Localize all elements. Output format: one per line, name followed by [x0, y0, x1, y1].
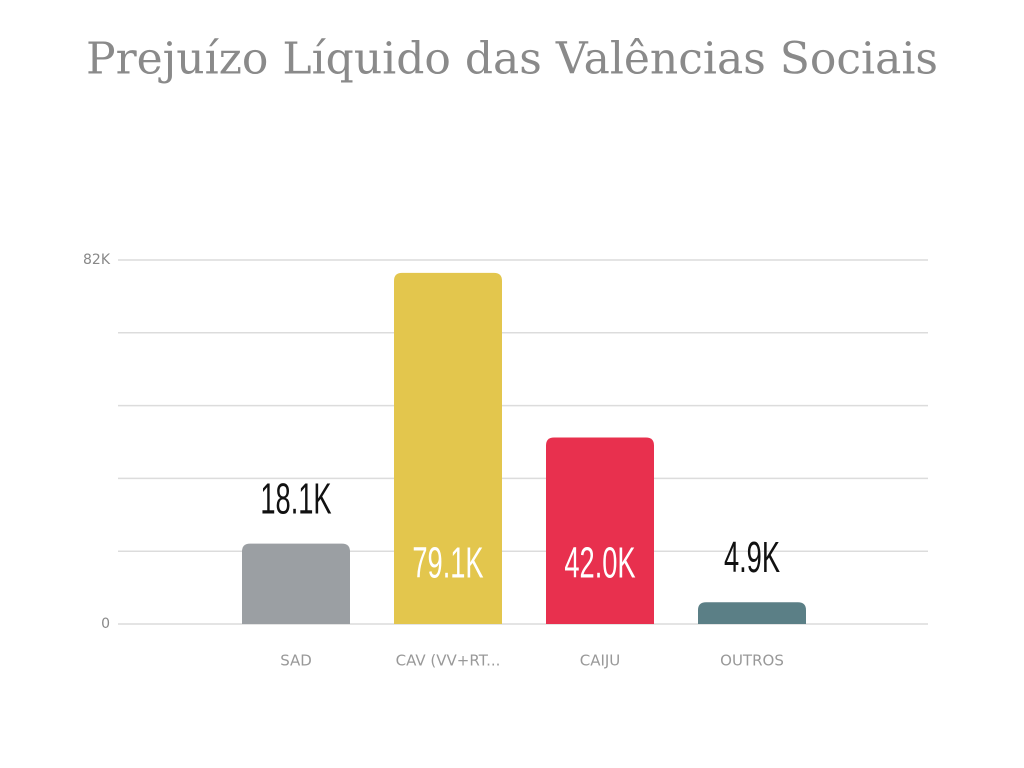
x-tick-label: SAD — [280, 652, 312, 670]
value-label: 42.0K — [564, 538, 635, 587]
bar — [242, 543, 350, 624]
bar — [394, 272, 502, 624]
x-tick-label: CAIJU — [580, 652, 621, 670]
bar — [546, 437, 654, 624]
x-tick-label: CAV (VV+RT... — [396, 652, 501, 670]
value-label: 4.9K — [724, 532, 780, 581]
y-tick-label: 82K — [83, 252, 111, 268]
x-tick-label: OUTROS — [720, 652, 784, 670]
bar — [698, 602, 806, 624]
value-label: 18.1K — [260, 474, 331, 523]
value-label: 79.1K — [412, 538, 483, 587]
y-tick-label: 0 — [101, 616, 110, 632]
chart-title: Prejuízo Líquido das Valências Sociais — [86, 34, 938, 85]
